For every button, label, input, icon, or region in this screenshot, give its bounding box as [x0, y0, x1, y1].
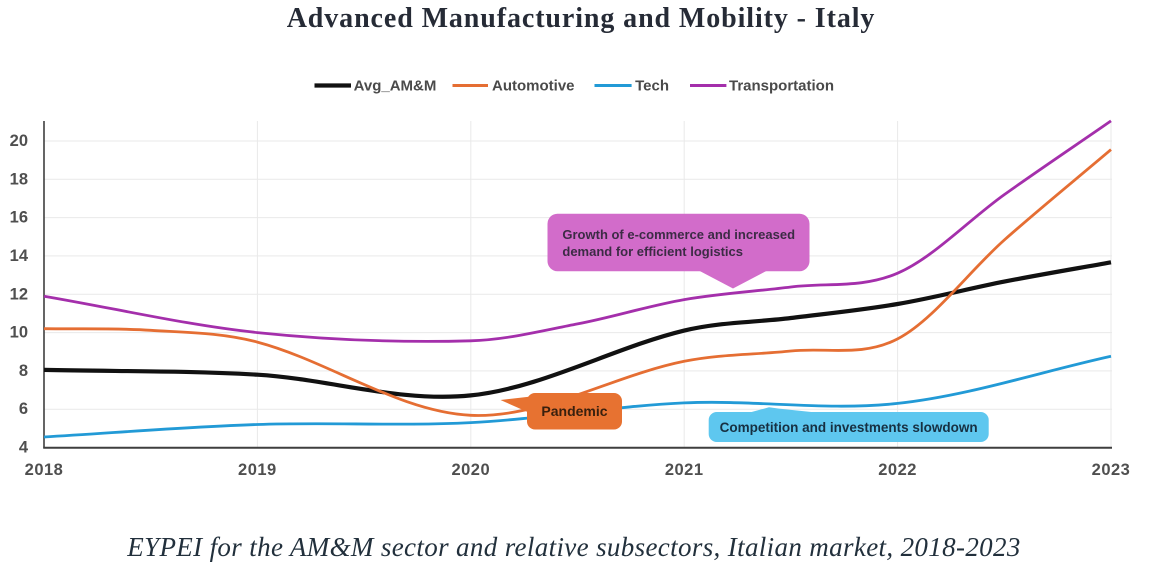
svg-text:6: 6 — [19, 400, 28, 418]
svg-text:16: 16 — [10, 209, 28, 227]
svg-text:EYPEI for the AM&M sector and: EYPEI for the AM&M sector and relative s… — [126, 532, 1020, 562]
svg-text:Transportation: Transportation — [729, 78, 834, 95]
svg-text:Advanced Manufacturing and Mob: Advanced Manufacturing and Mobility - It… — [287, 3, 876, 34]
svg-text:2018: 2018 — [25, 461, 64, 479]
svg-text:2022: 2022 — [878, 461, 917, 479]
svg-text:Automotive: Automotive — [492, 78, 575, 95]
svg-text:Avg_AM&M: Avg_AM&M — [354, 78, 437, 95]
svg-text:Competition and investments sl: Competition and investments slowdown — [720, 420, 978, 435]
svg-text:10: 10 — [10, 324, 28, 342]
svg-text:Pandemic: Pandemic — [541, 403, 607, 419]
svg-text:14: 14 — [10, 247, 29, 265]
svg-text:12: 12 — [10, 285, 28, 303]
svg-text:Growth of e-commerce and incre: Growth of e-commerce and increased — [562, 227, 795, 242]
svg-text:20: 20 — [10, 132, 28, 150]
svg-text:demand for efficient logistics: demand for efficient logistics — [562, 244, 743, 259]
svg-text:4: 4 — [19, 439, 29, 457]
svg-text:2020: 2020 — [451, 461, 490, 479]
svg-text:2023: 2023 — [1092, 461, 1131, 479]
svg-text:Tech: Tech — [635, 78, 669, 95]
svg-text:8: 8 — [19, 362, 28, 380]
svg-text:2019: 2019 — [238, 461, 277, 479]
svg-text:2021: 2021 — [665, 461, 704, 479]
svg-text:18: 18 — [10, 170, 28, 188]
